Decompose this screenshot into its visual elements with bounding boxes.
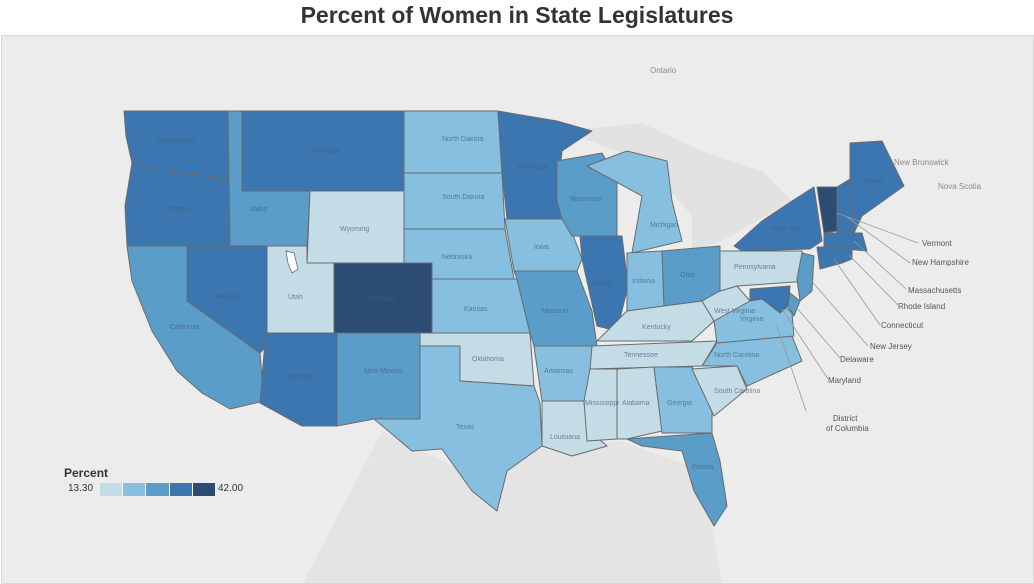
label-idaho: Idaho — [250, 206, 268, 213]
callout-dc-line1: District — [833, 414, 858, 423]
legend-swatch — [169, 483, 193, 496]
label-south-carolina: South Carolina — [714, 388, 760, 395]
state-texas[interactable] — [373, 345, 543, 512]
legend-min-value: 13.30 — [68, 483, 94, 494]
label-new-mexico: New Mexico — [364, 368, 402, 375]
ontario-label: Ontario — [650, 66, 677, 75]
state-florida[interactable] — [626, 432, 728, 527]
label-illinois: Illinois — [592, 280, 612, 287]
label-montana: Montana — [312, 148, 339, 155]
callout-new-jersey: New Jersey — [870, 342, 912, 351]
label-kansas: Kansas — [464, 306, 488, 313]
state-maryland[interactable] — [749, 285, 791, 314]
legend-swatch — [192, 483, 216, 496]
label-wisconsin: Wisconsin — [570, 196, 602, 203]
salt-lake-icon — [285, 250, 299, 274]
label-tennessee: Tennessee — [624, 352, 658, 359]
label-maine: Maine — [864, 178, 883, 185]
legend-max-value: 42.00 — [218, 483, 244, 494]
callout-delaware: Delaware — [840, 355, 874, 364]
state-south-carolina[interactable] — [691, 365, 748, 417]
callout-lines — [775, 212, 919, 412]
state-west-virginia[interactable] — [701, 285, 751, 322]
state-pennsylvania[interactable] — [719, 250, 811, 292]
state-alabama[interactable] — [616, 366, 663, 440]
label-california: California — [170, 324, 200, 331]
label-ohio: Ohio — [680, 272, 695, 279]
label-virginia: Virginia — [740, 316, 763, 323]
legend-swatch — [123, 483, 147, 496]
label-texas: Texas — [456, 424, 475, 431]
state-new-jersey[interactable] — [796, 252, 815, 302]
great-lakes-water — [562, 123, 792, 251]
label-west-virginia: West Virginia — [714, 308, 755, 315]
label-missouri: Missouri — [542, 308, 569, 315]
label-kentucky: Kentucky — [642, 324, 671, 331]
label-washington: Washington — [157, 138, 194, 145]
state-rhode-island[interactable] — [841, 246, 853, 264]
state-iowa[interactable] — [504, 218, 583, 272]
label-minnesota: Minnesota — [517, 164, 549, 171]
label-nebraska: Nebraska — [442, 254, 472, 261]
label-louisiana: Louisiana — [550, 434, 580, 441]
label-new-york: New York — [772, 226, 802, 233]
label-nevada: Nevada — [214, 294, 238, 301]
label-colorado: Colorado — [368, 296, 397, 303]
label-arkansas: Arkansas — [544, 368, 574, 375]
label-georgia: Georgia — [667, 400, 692, 407]
label-mississippi: Mississippi — [585, 400, 619, 407]
label-alabama: Alabama — [622, 400, 650, 407]
legend-swatch — [146, 483, 170, 496]
callout-maryland: Maryland — [828, 376, 861, 385]
state-georgia[interactable] — [653, 366, 713, 434]
legend-title: Percent — [64, 466, 109, 480]
label-arizona: Arizona — [288, 374, 312, 381]
gulf-water — [303, 431, 722, 583]
label-wyoming: Wyoming — [340, 226, 369, 233]
label-utah: Utah — [288, 294, 303, 301]
label-oregon: Oregon — [167, 206, 190, 213]
callout-vermont: Vermont — [922, 239, 953, 248]
state-mississippi[interactable] — [583, 368, 618, 442]
label-north-carolina: North Carolina — [714, 352, 759, 359]
legend-color-ramp — [100, 483, 216, 496]
nova-scotia-label: Nova Scotia — [938, 182, 982, 191]
label-oklahoma: Oklahoma — [472, 356, 504, 363]
state-south-dakota[interactable] — [403, 172, 506, 230]
callout-connecticut: Connecticut — [881, 321, 924, 330]
state-new-york[interactable] — [733, 186, 823, 252]
state-michigan[interactable] — [586, 150, 683, 254]
label-pennsylvania: Pennsylvania — [734, 264, 776, 271]
callout-dc-line2: of Columbia — [826, 424, 869, 433]
callout-massachusetts: Massachusetts — [908, 286, 961, 295]
label-iowa: Iowa — [534, 244, 549, 251]
state-new-mexico[interactable] — [336, 332, 421, 427]
label-indiana: Indiana — [632, 278, 655, 285]
color-legend: Percent 13.30 42.00 — [62, 466, 262, 502]
label-north-dakota: North Dakota — [442, 136, 483, 143]
new-brunswick-label: New Brunswick — [894, 158, 950, 167]
legend-swatch — [100, 483, 124, 496]
label-florida: Florida — [692, 464, 714, 471]
label-south-dakota: South Dakota — [442, 194, 485, 201]
label-michigan: Michigan — [650, 222, 678, 229]
callout-rhode-island: Rhode Island — [898, 302, 945, 311]
callout-new-hampshire: New Hampshire — [912, 258, 969, 267]
chart-title: Percent of Women in State Legislatures — [300, 2, 734, 28]
state-maine[interactable] — [849, 140, 905, 234]
